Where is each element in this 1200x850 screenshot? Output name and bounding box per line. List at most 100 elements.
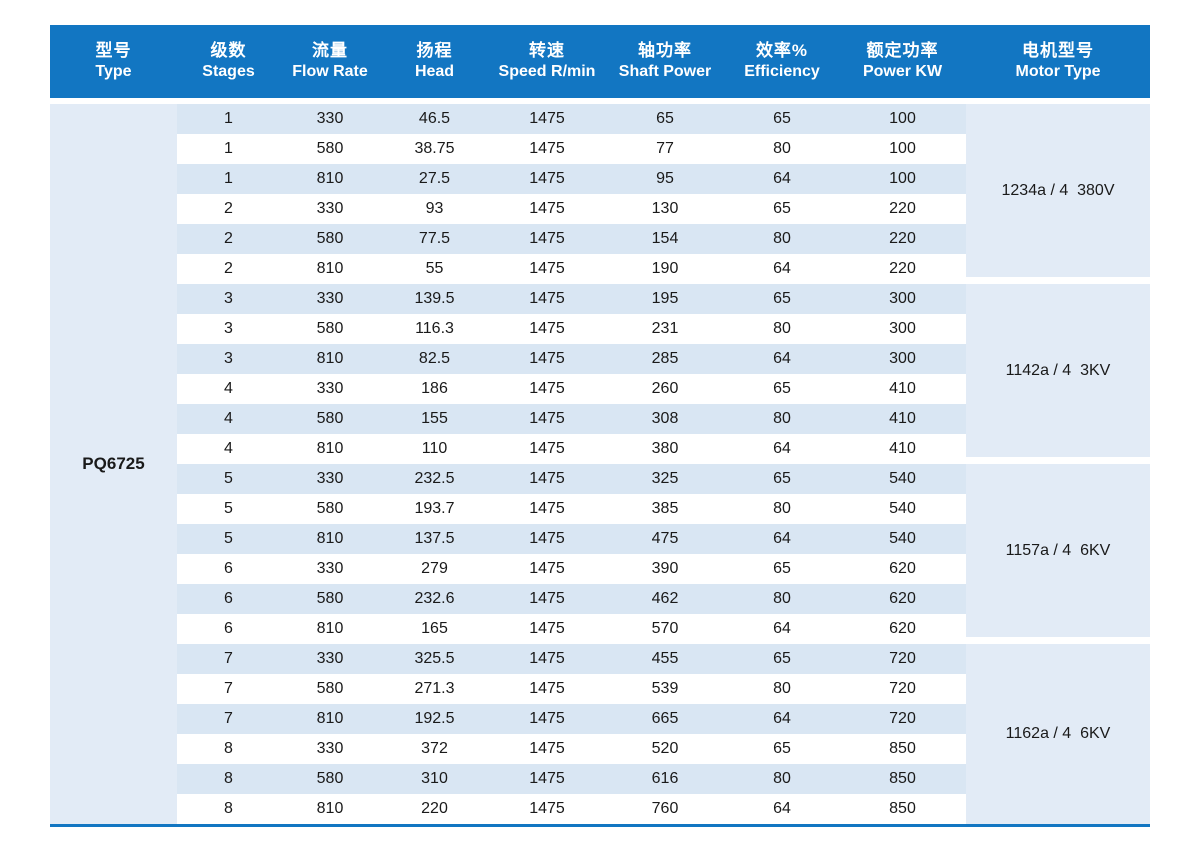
- cell-shaft: 570: [605, 614, 725, 644]
- motor-type-cell: 1142a / 4 3KV: [966, 284, 1150, 464]
- cell-speed: 1475: [489, 614, 605, 644]
- cell-head: 110: [380, 434, 489, 464]
- cell-shaft: 130: [605, 194, 725, 224]
- cell-speed: 1475: [489, 554, 605, 584]
- cell-head: 46.5: [380, 104, 489, 134]
- column-header-motor-type-en: Motor Type: [1015, 63, 1101, 81]
- column-header-motor-type: 电机型号 Motor Type: [966, 40, 1150, 83]
- motor-type-cell: 1157a / 4 6KV: [966, 464, 1150, 644]
- cell-power: 540: [839, 494, 966, 524]
- cell-flow: 580: [280, 404, 380, 434]
- spec-table: 型号 Type 级数 Stages 流量 Flow Rate 扬程 Head 转…: [50, 25, 1150, 827]
- cell-head: 139.5: [380, 284, 489, 314]
- cell-head: 116.3: [380, 314, 489, 344]
- cell-power: 100: [839, 104, 966, 134]
- cell-power: 100: [839, 164, 966, 194]
- cell-eff: 64: [725, 254, 839, 284]
- cell-eff: 64: [725, 614, 839, 644]
- cell-stages: 8: [177, 734, 280, 764]
- cell-flow: 810: [280, 344, 380, 374]
- cell-flow: 580: [280, 764, 380, 794]
- column-header-efficiency: 效率% Efficiency: [725, 40, 839, 83]
- cell-speed: 1475: [489, 284, 605, 314]
- cell-flow: 580: [280, 224, 380, 254]
- cell-shaft: 665: [605, 704, 725, 734]
- column-header-type: 型号 Type: [50, 40, 177, 83]
- cell-eff: 80: [725, 404, 839, 434]
- cell-eff: 80: [725, 224, 839, 254]
- cell-eff: 64: [725, 164, 839, 194]
- cell-eff: 64: [725, 704, 839, 734]
- cell-power: 620: [839, 584, 966, 614]
- column-header-flow-rate: 流量 Flow Rate: [280, 40, 380, 83]
- cell-eff: 65: [725, 464, 839, 494]
- cell-power: 850: [839, 764, 966, 794]
- table-body: PQ6725 1 330 46.5 1475 65 65 100 1 580 38.75 1475 7…: [50, 104, 1150, 824]
- cell-flow: 810: [280, 524, 380, 554]
- cell-stages: 7: [177, 644, 280, 674]
- cell-eff: 80: [725, 494, 839, 524]
- column-header-rated-power: 额定功率 Power KW: [839, 40, 966, 83]
- cell-speed: 1475: [489, 584, 605, 614]
- column-header-head-en: Head: [414, 63, 455, 81]
- cell-power: 720: [839, 644, 966, 674]
- cell-eff: 64: [725, 434, 839, 464]
- cell-eff: 80: [725, 674, 839, 704]
- cell-speed: 1475: [489, 104, 605, 134]
- cell-stages: 6: [177, 554, 280, 584]
- cell-eff: 64: [725, 794, 839, 824]
- column-header-head: 扬程 Head: [380, 40, 489, 83]
- cell-flow: 330: [280, 374, 380, 404]
- cell-flow: 810: [280, 434, 380, 464]
- column-header-stages-en: Stages: [202, 63, 255, 81]
- cell-flow: 810: [280, 614, 380, 644]
- cell-head: 137.5: [380, 524, 489, 554]
- cell-eff: 65: [725, 644, 839, 674]
- cell-head: 271.3: [380, 674, 489, 704]
- cell-head: 232.5: [380, 464, 489, 494]
- cell-flow: 810: [280, 794, 380, 824]
- cell-head: 372: [380, 734, 489, 764]
- cell-speed: 1475: [489, 734, 605, 764]
- cell-eff: 80: [725, 314, 839, 344]
- column-header-stages-zh: 级数: [210, 41, 247, 61]
- cell-head: 93: [380, 194, 489, 224]
- cell-speed: 1475: [489, 134, 605, 164]
- cell-eff: 65: [725, 194, 839, 224]
- cell-head: 310: [380, 764, 489, 794]
- cell-shaft: 231: [605, 314, 725, 344]
- pump-model-cell: PQ6725: [50, 104, 177, 824]
- cell-head: 77.5: [380, 224, 489, 254]
- column-header-type-zh: 型号: [95, 41, 132, 61]
- cell-power: 540: [839, 524, 966, 554]
- cell-flow: 580: [280, 134, 380, 164]
- column-header-type-en: Type: [95, 63, 132, 81]
- cell-shaft: 462: [605, 584, 725, 614]
- cell-eff: 65: [725, 374, 839, 404]
- cell-stages: 5: [177, 464, 280, 494]
- cell-stages: 4: [177, 434, 280, 464]
- cell-power: 300: [839, 344, 966, 374]
- cell-stages: 1: [177, 104, 280, 134]
- cell-flow: 580: [280, 314, 380, 344]
- cell-eff: 80: [725, 584, 839, 614]
- column-header-shaft-power-zh: 轴功率: [638, 41, 692, 61]
- motor-type-cell: 1234a / 4 380V: [966, 104, 1150, 284]
- cell-stages: 8: [177, 794, 280, 824]
- cell-eff: 80: [725, 134, 839, 164]
- cell-shaft: 539: [605, 674, 725, 704]
- column-header-shaft-power: 轴功率 Shaft Power: [605, 40, 725, 83]
- cell-eff: 65: [725, 104, 839, 134]
- cell-stages: 3: [177, 284, 280, 314]
- cell-shaft: 190: [605, 254, 725, 284]
- cell-head: 186: [380, 374, 489, 404]
- cell-speed: 1475: [489, 434, 605, 464]
- cell-power: 720: [839, 704, 966, 734]
- cell-power: 540: [839, 464, 966, 494]
- cell-speed: 1475: [489, 704, 605, 734]
- cell-shaft: 77: [605, 134, 725, 164]
- cell-stages: 2: [177, 254, 280, 284]
- cell-power: 300: [839, 284, 966, 314]
- bottom-rule: [50, 824, 1150, 827]
- column-header-speed-en: Speed R/min: [498, 63, 596, 81]
